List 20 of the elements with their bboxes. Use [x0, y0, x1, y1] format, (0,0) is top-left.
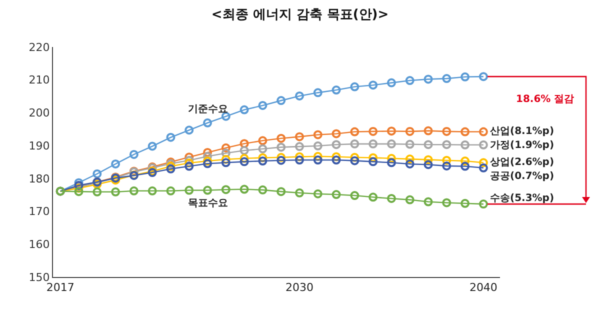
annotation: 공공(0.7%p) — [490, 171, 554, 182]
annotation: 가정(1.9%p) — [490, 140, 554, 151]
annotation: 수송(5.3%p) — [490, 193, 554, 204]
series-label: 기준수요 — [188, 104, 228, 115]
y-tick-label: 170 — [28, 205, 50, 218]
chart-title: <최종 에너지 감축 목표(안)> — [211, 7, 389, 22]
y-tick-label: 220 — [28, 40, 50, 54]
text: 18.6% 절감 — [516, 94, 574, 105]
y-tick-label: 200 — [28, 106, 50, 120]
x-tick-label: 2017 — [46, 281, 74, 294]
y-tick-label: 160 — [28, 238, 50, 251]
x-tick-label: 2030 — [285, 281, 314, 294]
series-label: 목표수요 — [188, 198, 228, 209]
y-tick-label: 150 — [28, 270, 50, 284]
y-tick-label: 190 — [28, 139, 50, 152]
x-tick-label: 2040 — [469, 281, 498, 294]
y-tick-label: 210 — [28, 74, 50, 87]
y-tick-label: 180 — [28, 172, 50, 186]
annotation: 상업(2.6%p) — [490, 157, 554, 168]
annotation: 산업(8.1%p) — [490, 126, 554, 137]
